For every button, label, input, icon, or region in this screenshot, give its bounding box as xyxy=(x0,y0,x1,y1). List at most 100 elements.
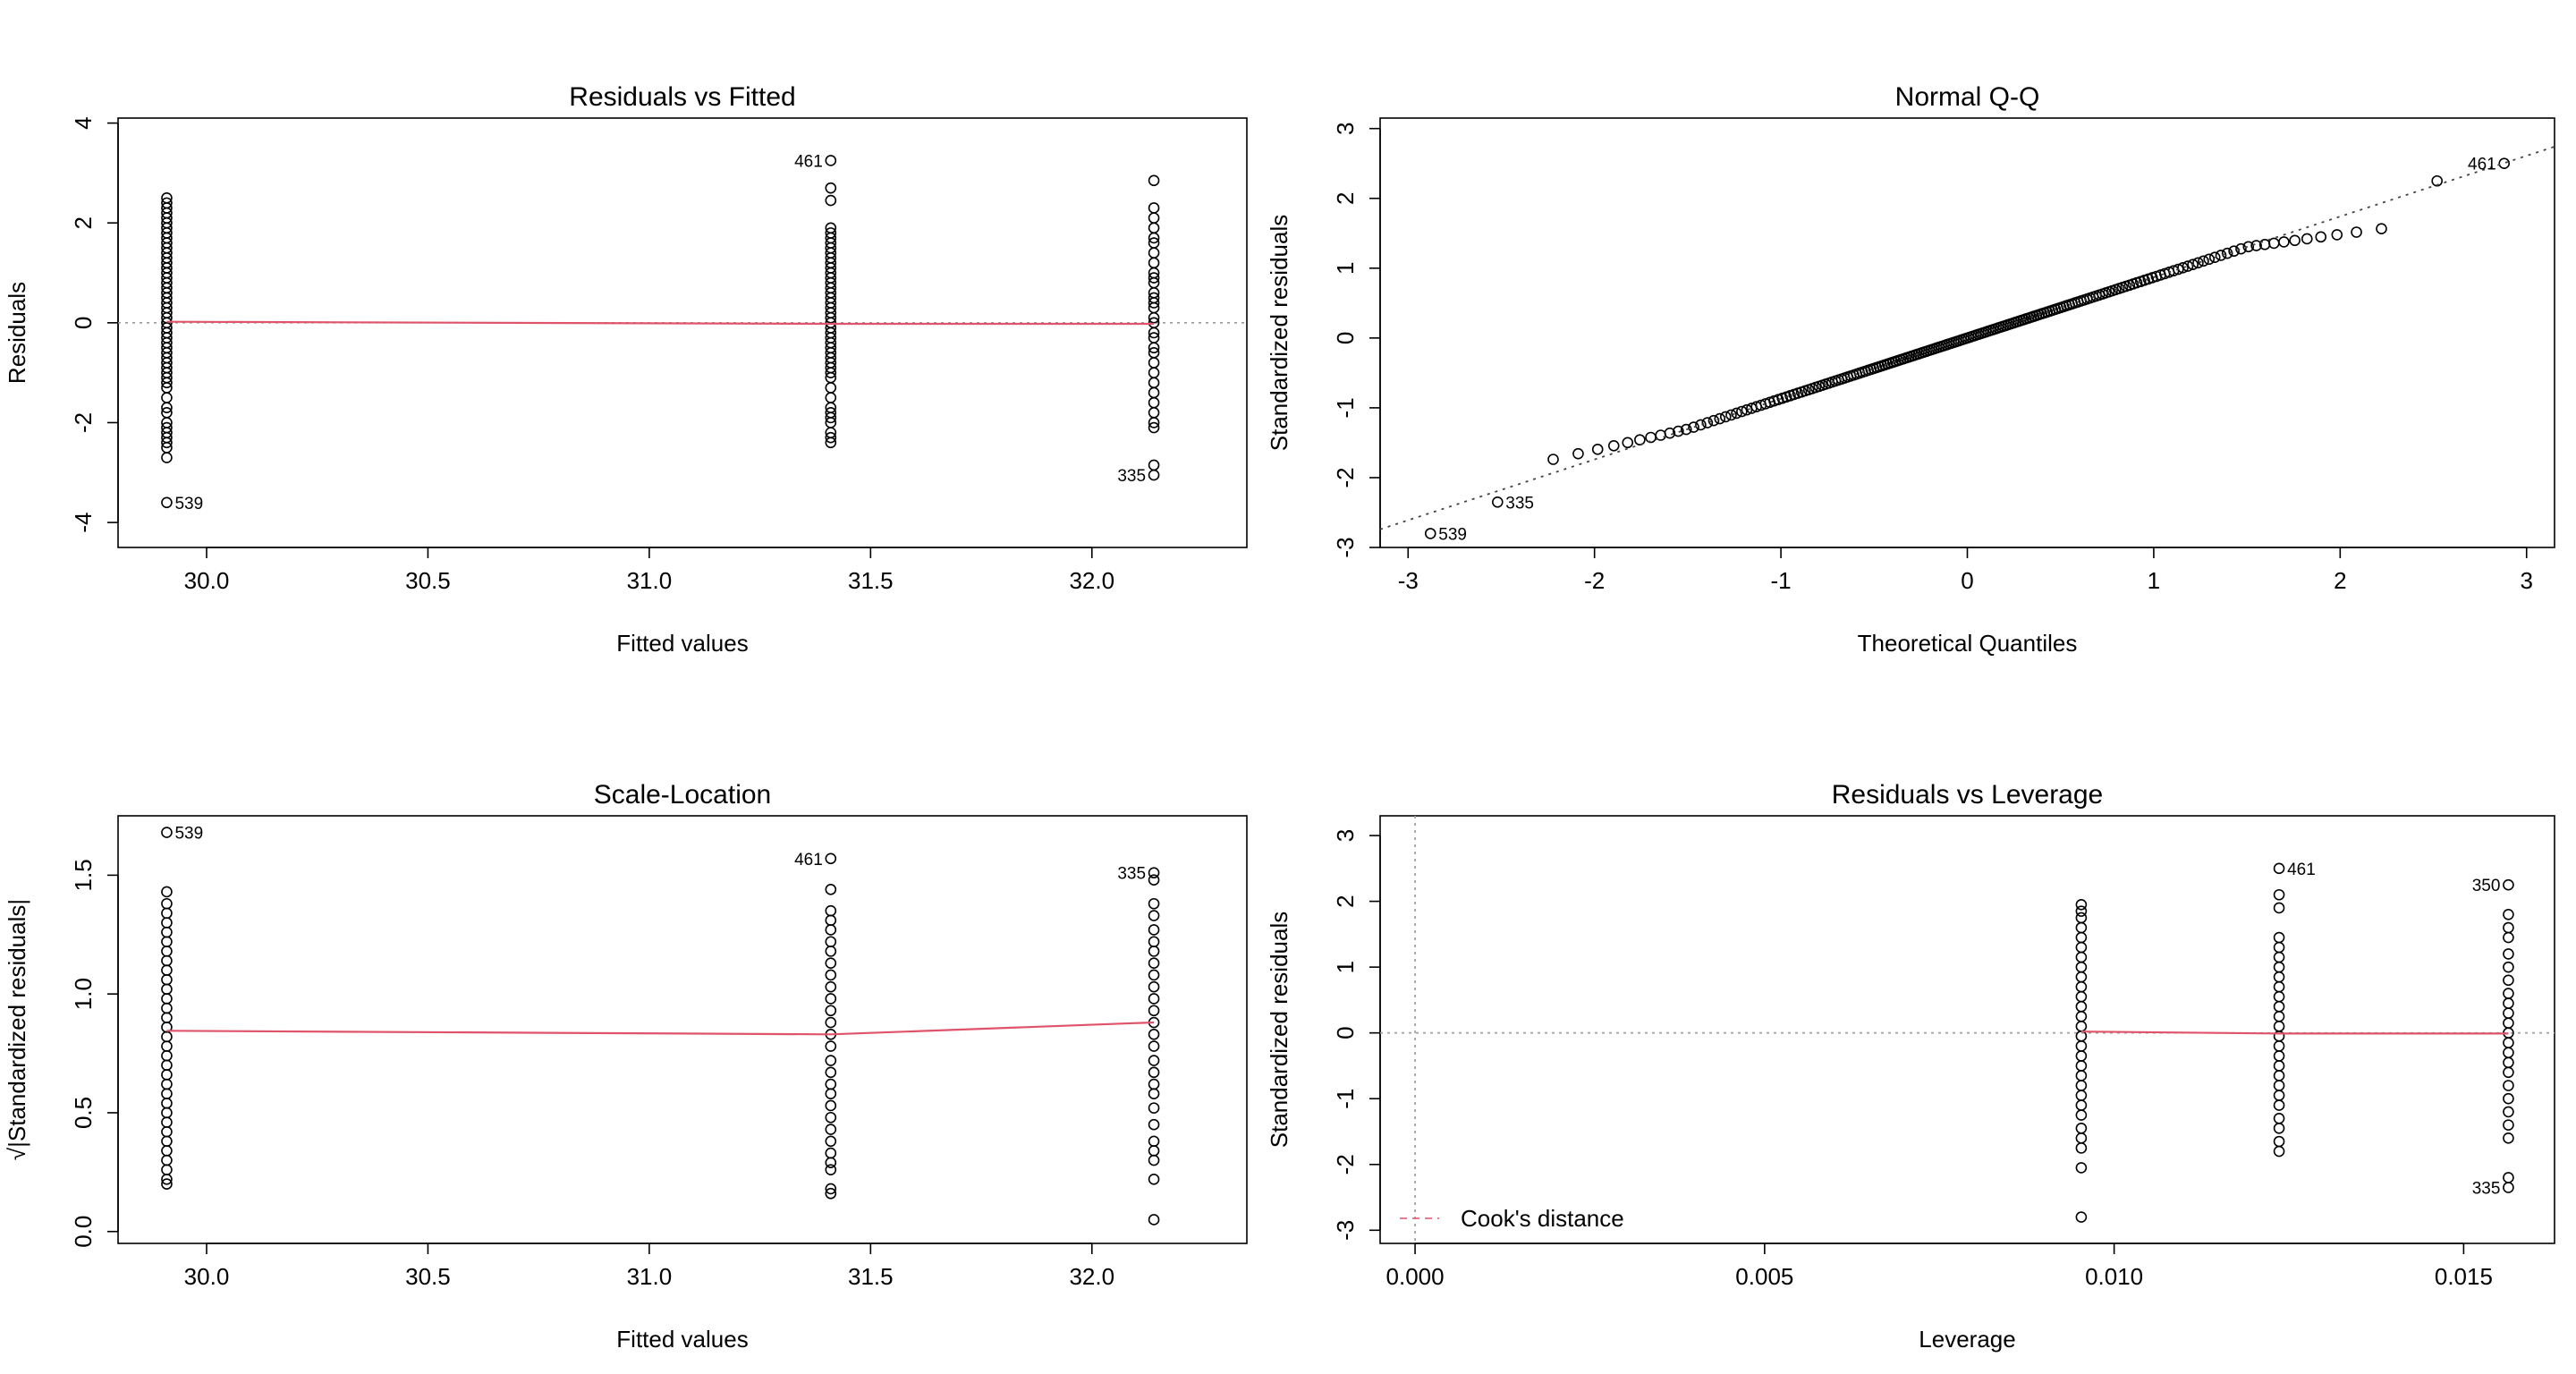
data-point xyxy=(161,1145,173,1157)
data-point xyxy=(161,897,173,910)
data-point xyxy=(161,1098,173,1109)
x-axis-label: Theoretical Quantiles xyxy=(1858,630,2078,657)
qq-point xyxy=(1634,434,1646,446)
data-point xyxy=(1148,1154,1160,1166)
data-point xyxy=(2503,974,2514,987)
data-point xyxy=(2273,1112,2285,1124)
data-point xyxy=(825,1157,837,1169)
data-point xyxy=(1148,396,1160,409)
qq-point xyxy=(1424,528,1436,539)
data-point xyxy=(2503,1037,2514,1049)
qq-point xyxy=(1707,414,1720,427)
qq-point xyxy=(1664,427,1676,439)
data-point xyxy=(2273,1060,2285,1072)
y-tick-label: 0.0 xyxy=(70,1216,97,1248)
data-point xyxy=(2075,1050,2088,1062)
qq-point xyxy=(1719,411,1732,423)
data-point xyxy=(2273,990,2285,1003)
x-tick-label: 30.0 xyxy=(184,567,230,594)
y-tick-label: -2 xyxy=(70,412,97,433)
data-point xyxy=(2075,931,2088,944)
qq-point xyxy=(1701,417,1714,428)
data-point xyxy=(161,402,173,414)
data-point xyxy=(1148,469,1160,481)
y-axis-label: Standardized residuals xyxy=(1266,215,1292,452)
residuals-vs-leverage-panel: Residuals vs Leverage Leverage Standardi… xyxy=(1266,780,2555,1353)
data-point xyxy=(161,964,173,976)
data-point xyxy=(161,1178,173,1190)
y-axis-label: √|Standardized residuals| xyxy=(4,899,30,1160)
data-point xyxy=(161,926,173,938)
data-point xyxy=(2075,1010,2088,1022)
observation-label: 335 xyxy=(1117,467,1146,486)
data-point xyxy=(825,957,837,969)
data-point xyxy=(2075,1099,2088,1111)
data-point xyxy=(161,1030,173,1043)
data-point xyxy=(825,1147,837,1159)
data-point xyxy=(161,1088,173,1099)
data-point xyxy=(1148,980,1160,993)
y-tick-label: 1.0 xyxy=(70,978,97,1010)
data-point xyxy=(2075,1060,2088,1072)
data-point xyxy=(1148,1118,1160,1131)
data-point xyxy=(825,437,837,449)
data-point xyxy=(2503,1080,2514,1091)
data-point xyxy=(2075,898,2088,911)
y-tick-label: -4 xyxy=(70,513,97,533)
data-point xyxy=(161,1154,173,1166)
observation-label: 350 xyxy=(2472,877,2501,895)
data-point xyxy=(161,1174,173,1185)
data-point xyxy=(1148,969,1160,981)
data-point xyxy=(161,936,173,948)
panel-title: Scale-Location xyxy=(594,780,771,810)
data-point xyxy=(2273,1145,2285,1158)
data-point xyxy=(1148,874,1160,886)
data-point xyxy=(1148,222,1160,234)
data-point xyxy=(1148,272,1160,284)
x-axis-label: Fitted values xyxy=(616,1326,748,1353)
data-point xyxy=(2075,1021,2088,1032)
qq-point xyxy=(1547,454,1559,465)
y-tick-label: 2 xyxy=(1332,192,1359,205)
data-point xyxy=(2075,1090,2088,1101)
data-point xyxy=(161,1164,173,1175)
data-point xyxy=(2075,971,2088,983)
data-point xyxy=(1148,232,1160,244)
observation-label: 539 xyxy=(174,825,203,844)
data-point xyxy=(161,827,173,838)
data-point xyxy=(161,452,173,463)
x-tick-label: 30.5 xyxy=(405,1263,451,1290)
data-point xyxy=(825,392,837,403)
y-tick-label: -1 xyxy=(1332,397,1359,418)
qq-point xyxy=(1714,412,1726,425)
data-point xyxy=(1148,357,1160,369)
qq-point xyxy=(2203,253,2216,266)
x-tick-label: 32.0 xyxy=(1069,1263,1114,1290)
data-point xyxy=(825,1099,837,1112)
data-point xyxy=(825,1187,837,1200)
data-point xyxy=(825,1183,837,1195)
qq-point xyxy=(1695,419,1707,431)
x-tick-label: -1 xyxy=(1771,567,1792,594)
data-point xyxy=(161,496,173,509)
data-point xyxy=(2273,1040,2285,1052)
data-point xyxy=(2273,888,2285,901)
qq-point xyxy=(2198,255,2209,267)
data-point xyxy=(825,1078,837,1090)
qq-point xyxy=(1688,421,1699,433)
x-tick-label: 0 xyxy=(1961,567,1973,594)
data-point xyxy=(1148,936,1160,948)
data-point xyxy=(161,1049,173,1062)
cooks-distance-legend-label: Cook's distance xyxy=(1461,1205,1624,1232)
qq-point xyxy=(2221,247,2233,259)
data-point xyxy=(161,437,173,449)
data-point xyxy=(2503,1007,2514,1019)
data-point xyxy=(825,1055,837,1066)
observation-label: 539 xyxy=(174,495,203,513)
observation-label: 539 xyxy=(1438,525,1467,544)
data-point xyxy=(1148,1102,1160,1114)
data-point xyxy=(2273,961,2285,973)
y-axis-label: Residuals xyxy=(4,282,30,384)
plot-frame xyxy=(117,815,1248,1244)
qq-point xyxy=(1673,425,1684,437)
